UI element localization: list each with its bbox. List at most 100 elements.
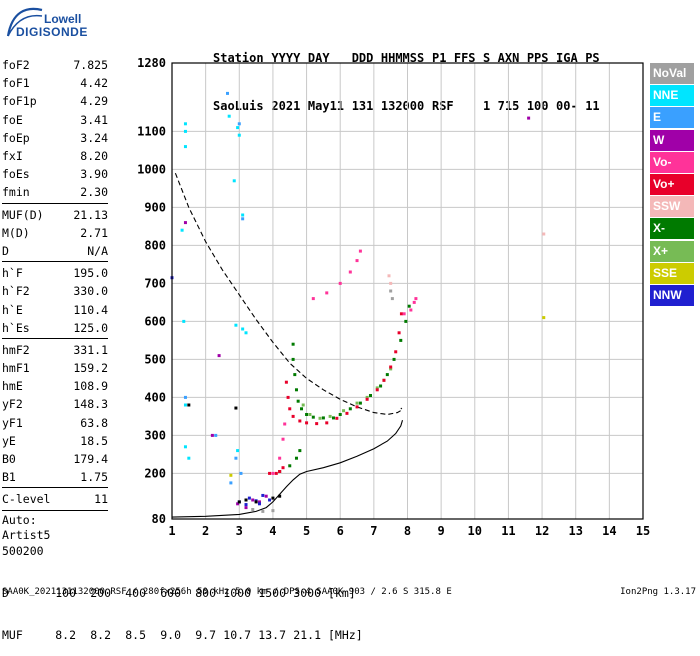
param-value: 159.2 — [73, 361, 108, 376]
x-tick-label: 15 — [636, 524, 650, 538]
header-label: P1 — [431, 51, 447, 65]
echo-point — [392, 357, 396, 361]
echo-point — [542, 232, 546, 236]
echo-point — [305, 421, 309, 425]
plot-grid — [171, 62, 644, 520]
param-name: yF1 — [2, 415, 23, 430]
legend-entry: Vo+ — [650, 173, 694, 195]
echo-point — [281, 437, 285, 441]
echo-point — [342, 409, 346, 413]
echo-point — [244, 506, 248, 510]
table-unit: [km] — [328, 586, 356, 600]
echo-point — [217, 354, 221, 358]
echo-point — [355, 401, 359, 405]
echo-point — [409, 308, 413, 312]
table-cell: 400 — [125, 586, 146, 600]
table-label: D — [2, 586, 9, 600]
echo-point — [358, 249, 362, 253]
param-row: foF2 7.825 — [2, 56, 108, 74]
param-value: 4.29 — [80, 94, 108, 109]
echo-point — [261, 493, 265, 497]
table-cell: 9.0 — [160, 628, 181, 642]
echo-point — [210, 433, 214, 437]
x-tick-label: 6 — [337, 524, 344, 538]
param-value: 7.825 — [73, 58, 108, 73]
x-tick-label: 13 — [568, 524, 582, 538]
param-value: 195.0 — [73, 266, 108, 281]
param-name: foEs — [2, 167, 30, 182]
header-labels: Station YYYY DAY DDD HHMMSS P1 FFS S AXN PPS IGA PS — [213, 50, 600, 66]
param-row: fxI 8.20 — [2, 147, 108, 165]
echo-point — [241, 327, 245, 331]
param-name: D — [2, 243, 9, 258]
echo-point — [298, 419, 302, 423]
param-value: 63.8 — [80, 415, 108, 430]
table-cell: 8.2 — [90, 628, 111, 642]
param-name: h`F — [2, 266, 23, 281]
echo-point — [234, 406, 238, 410]
echo-point — [183, 145, 187, 149]
param-value: 331.1 — [73, 342, 108, 357]
param-value: 108.9 — [73, 379, 108, 394]
echo-point — [318, 416, 322, 420]
legend-entry: W — [650, 129, 694, 151]
echo-point — [311, 297, 315, 301]
echo-point — [389, 289, 393, 293]
header-label: PPS — [526, 51, 549, 65]
echo-point — [288, 464, 292, 468]
echo-point — [278, 494, 282, 498]
auto-line: Artist5 — [2, 528, 51, 542]
param-row: yF1 63.8 — [2, 414, 108, 432]
echo-point — [274, 471, 278, 475]
param-row: B1 1.75 — [2, 468, 108, 486]
echo-point — [338, 281, 342, 285]
header-label: PS — [585, 51, 600, 65]
echo-point — [355, 259, 359, 263]
param-name: h`E — [2, 302, 23, 317]
param-name: foF1 — [2, 76, 30, 91]
echo-point — [399, 312, 403, 316]
param-row: h`F 195.0 — [2, 264, 108, 282]
echo-point — [296, 399, 300, 403]
header-label: FFS — [453, 51, 476, 65]
echo-point — [183, 395, 187, 399]
param-value: 110.4 — [73, 302, 108, 317]
legend-entry: Vo- — [650, 151, 694, 173]
digisonde-logo: Lowell DIGISONDE — [2, 2, 102, 42]
header-values: SaoLuis 2021 May11 131 132000 RSF 1 715 100 00- 11 — [213, 98, 600, 114]
y-tick-label: 1280 — [137, 56, 166, 70]
echo-point — [358, 401, 362, 405]
param-value: 148.3 — [73, 397, 108, 412]
echo-point — [229, 473, 233, 477]
legend-entry: SSE — [650, 262, 694, 284]
param-name: yE — [2, 433, 16, 448]
header-label: DDD — [351, 51, 374, 65]
param-name: foE — [2, 112, 23, 127]
auto-line: Auto: — [2, 512, 37, 527]
echo-point — [187, 456, 191, 460]
echo-point — [247, 496, 251, 500]
echo-point — [187, 403, 191, 407]
param-row: hmF1 159.2 — [2, 359, 108, 377]
y-tick-label: 400 — [144, 390, 166, 404]
echo-point — [389, 281, 393, 285]
echo-point — [412, 300, 416, 304]
ionogram-plot: 1 2 3 4 5 6 7 8 9 10 11 12 13 14 158020030040050060070… — [137, 56, 650, 538]
param-name: fmin — [2, 185, 30, 200]
echo-point — [315, 422, 319, 426]
param-separator — [2, 337, 108, 339]
echo-point — [236, 449, 240, 453]
logo-swoosh-icon — [6, 7, 43, 37]
param-row: C-level 11 — [2, 490, 108, 508]
echo-point — [394, 350, 398, 354]
echo-point — [335, 416, 339, 420]
param-row: h`Es 125.0 — [2, 319, 108, 337]
echo-point — [348, 270, 352, 274]
echo-point — [365, 395, 369, 399]
table-label: MUF — [2, 628, 23, 642]
legend-entry: NNW — [650, 284, 694, 306]
param-row: yF2 148.3 — [2, 395, 108, 413]
plot-points — [170, 91, 546, 513]
param-row: B0 179.4 — [2, 450, 108, 468]
echo-point — [281, 466, 285, 470]
